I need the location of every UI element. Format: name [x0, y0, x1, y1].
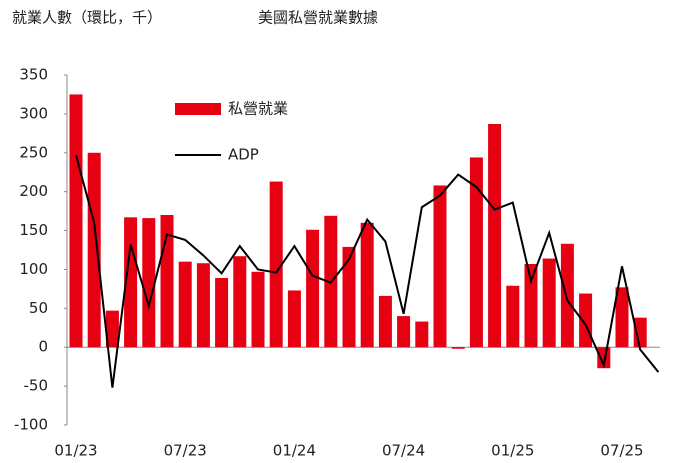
bar — [433, 185, 447, 348]
x-tick-label: 07/25 — [600, 442, 643, 460]
bar — [506, 285, 520, 348]
bar — [233, 256, 247, 348]
y-tick-label: 50 — [29, 299, 48, 317]
x-tick-label: 01/25 — [491, 442, 534, 460]
x-tick-label: 07/24 — [382, 442, 425, 460]
bar — [524, 264, 538, 348]
bar — [215, 278, 229, 348]
chart-subtitle: 美國私營就業數據 — [258, 9, 378, 27]
bar — [560, 243, 574, 348]
bar — [287, 290, 301, 348]
bar — [415, 321, 429, 348]
bar — [69, 94, 83, 348]
x-tick-label: 01/23 — [54, 442, 97, 460]
bar — [633, 317, 647, 348]
bar — [397, 316, 411, 348]
bar — [269, 181, 283, 348]
bar — [342, 246, 356, 348]
legend-swatch — [175, 103, 221, 115]
legend-label: ADP — [228, 146, 259, 164]
bar — [451, 347, 465, 349]
bar — [105, 310, 119, 348]
bar — [469, 157, 483, 348]
bar — [142, 218, 156, 348]
bar — [124, 217, 138, 348]
y-tick-label: 150 — [19, 221, 48, 239]
bar — [488, 124, 502, 348]
y-tick-label: 100 — [19, 260, 48, 278]
bar — [360, 222, 374, 348]
legend-label: 私營就業 — [228, 100, 288, 118]
bar — [542, 258, 556, 348]
bar — [87, 152, 101, 348]
bar — [178, 261, 192, 348]
y-tick-label: -50 — [24, 377, 49, 395]
y-tick-label: 300 — [19, 104, 48, 122]
bar — [579, 293, 593, 348]
y-tick-label: 350 — [19, 66, 48, 84]
x-tick-label: 07/23 — [164, 442, 207, 460]
y-tick-label: 250 — [19, 143, 48, 161]
bar — [615, 287, 629, 348]
bar — [251, 271, 265, 348]
x-tick-label: 01/24 — [273, 442, 316, 460]
bar — [306, 229, 320, 348]
y-tick-label: 200 — [19, 182, 48, 200]
bar — [196, 263, 210, 348]
chart-title: 就業人數（環比，千） — [12, 9, 162, 27]
line — [75, 154, 660, 388]
bar — [378, 295, 392, 348]
y-tick-label: -100 — [14, 416, 48, 434]
y-tick-label: 0 — [38, 338, 48, 356]
